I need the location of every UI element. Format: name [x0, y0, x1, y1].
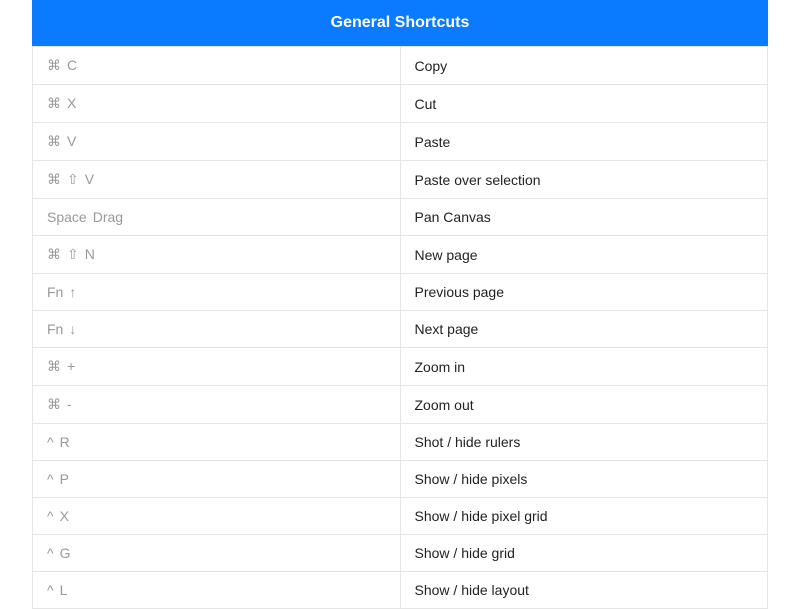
table-row: Fn ↑ Previous page	[33, 274, 768, 311]
shortcut-description: Show / hide pixels	[400, 461, 768, 498]
table-row: ⌘+Zoom in	[33, 348, 768, 386]
shortcut-description: New page	[400, 236, 768, 274]
key-token: L	[60, 582, 68, 598]
table-row: ⌘ ⇧ N New page	[33, 236, 768, 274]
shortcut-description: Cut	[400, 85, 768, 123]
shortcut-description: Previous page	[400, 274, 768, 311]
shortcut-keys: ^L	[33, 572, 401, 609]
key-token: ⇧	[67, 246, 79, 263]
shortcut-keys: ⌘ ⇧ N	[33, 236, 401, 274]
table-row: ^XShow / hide pixel grid	[33, 498, 768, 535]
shortcut-keys: Fn ↓	[33, 311, 401, 348]
key-token: ^	[47, 582, 54, 598]
key-token: C	[67, 57, 77, 73]
key-token: ⌘	[47, 246, 61, 263]
shortcut-description: Pan Canvas	[400, 199, 768, 236]
shortcut-description: Next page	[400, 311, 768, 348]
shortcut-keys: ^P	[33, 461, 401, 498]
shortcuts-panel: General Shortcuts ⌘CCopy⌘XCut⌘VPaste⌘⇧VP…	[0, 0, 800, 609]
table-row: ⌘VPaste	[33, 123, 768, 161]
shortcut-keys: Fn ↑	[33, 274, 401, 311]
table-row: ⌘-Zoom out	[33, 386, 768, 424]
table-row: ^RShot / hide rulers	[33, 424, 768, 461]
shortcut-keys: ⌘V	[33, 123, 401, 161]
table-row: ⌘ ⇧ V Paste over selection	[33, 161, 768, 199]
key-token: ⌘	[47, 57, 61, 74]
table-row: ^PShow / hide pixels	[33, 461, 768, 498]
key-token: Space	[47, 209, 87, 225]
table-row: Fn ↓ Next page	[33, 311, 768, 348]
key-token: ^	[47, 545, 54, 561]
panel-title: General Shortcuts	[32, 0, 768, 46]
key-token: ⌘	[47, 396, 61, 413]
shortcut-keys: ⌘C	[33, 47, 401, 85]
shortcut-keys: ⌘+	[33, 348, 401, 386]
key-token: ⇧	[67, 171, 79, 188]
key-token: ^	[47, 434, 54, 450]
table-row: ^GShow / hide grid	[33, 535, 768, 572]
shortcut-keys: ⌘ ⇧ V	[33, 161, 401, 199]
table-row: ⌘XCut	[33, 85, 768, 123]
shortcut-keys: ^G	[33, 535, 401, 572]
key-token: X	[60, 508, 69, 524]
key-token: -	[67, 396, 72, 412]
table-row: ⌘CCopy	[33, 47, 768, 85]
key-token: ⌘	[47, 95, 61, 112]
shortcut-keys: ⌘X	[33, 85, 401, 123]
shortcuts-table: ⌘CCopy⌘XCut⌘VPaste⌘⇧VPaste over selectio…	[32, 46, 768, 609]
key-token: ⌘	[47, 358, 61, 375]
shortcut-description: Paste	[400, 123, 768, 161]
shortcut-keys: ⌘-	[33, 386, 401, 424]
shortcut-description: Paste over selection	[400, 161, 768, 199]
key-token: ^	[47, 471, 54, 487]
key-token: ^	[47, 508, 54, 524]
key-token: Fn	[47, 321, 63, 337]
key-token: ⌘	[47, 171, 61, 188]
shortcut-description: Copy	[400, 47, 768, 85]
key-token: V	[67, 133, 76, 149]
shortcut-description: Zoom out	[400, 386, 768, 424]
key-token: ⌘	[47, 133, 61, 150]
shortcut-description: Shot / hide rulers	[400, 424, 768, 461]
key-token: X	[67, 95, 76, 111]
key-token: Drag	[93, 209, 123, 225]
table-row: ^LShow / hide layout	[33, 572, 768, 609]
key-token: V	[85, 171, 94, 187]
shortcut-description: Show / hide grid	[400, 535, 768, 572]
key-token: ↓	[69, 321, 76, 337]
shortcut-description: Zoom in	[400, 348, 768, 386]
shortcut-description: Show / hide pixel grid	[400, 498, 768, 535]
shortcut-keys: ^R	[33, 424, 401, 461]
key-token: G	[60, 545, 71, 561]
shortcut-description: Show / hide layout	[400, 572, 768, 609]
key-token: +	[67, 358, 75, 374]
key-token: Fn	[47, 284, 63, 300]
shortcut-keys: ^X	[33, 498, 401, 535]
key-token: R	[60, 434, 70, 450]
key-token: P	[60, 471, 69, 487]
key-token: N	[85, 246, 95, 262]
shortcut-keys: Space Drag	[33, 199, 401, 236]
table-row: Space Drag Pan Canvas	[33, 199, 768, 236]
key-token: ↑	[69, 284, 76, 300]
